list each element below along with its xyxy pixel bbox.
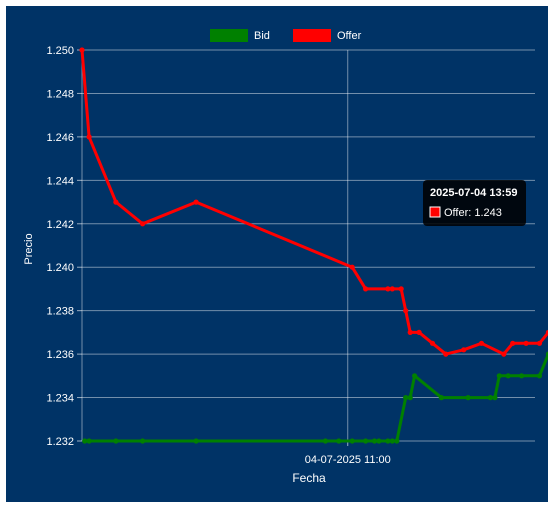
data-point-bid[interactable]	[193, 438, 199, 444]
series-bid	[82, 351, 553, 444]
data-point-bid[interactable]	[492, 395, 498, 401]
data-point-offer[interactable]	[385, 286, 391, 292]
data-point-bid[interactable]	[403, 395, 409, 401]
data-point-bid[interactable]	[407, 395, 413, 401]
data-point-bid[interactable]	[438, 395, 444, 401]
data-point-offer[interactable]	[416, 329, 422, 335]
data-point-offer[interactable]	[510, 340, 516, 346]
vertical-gridlines	[81, 50, 349, 441]
data-point-bid[interactable]	[394, 438, 400, 444]
data-point-bid[interactable]	[536, 373, 543, 379]
data-point-offer[interactable]	[523, 340, 529, 346]
data-point-bid[interactable]	[412, 373, 418, 379]
legend-label: Bid	[254, 30, 270, 42]
data-point-bid[interactable]	[496, 373, 502, 379]
y-tick-label: 1.242	[46, 219, 74, 231]
data-point-offer[interactable]	[140, 221, 146, 227]
x-axis-label: Fecha	[292, 471, 326, 485]
data-point-offer[interactable]	[398, 286, 404, 292]
legend[interactable]: Bid Offer	[210, 29, 362, 42]
data-point-bid[interactable]	[385, 438, 391, 444]
legend-item-bid[interactable]: Bid	[210, 29, 270, 42]
data-point-offer[interactable]	[478, 340, 485, 346]
legend-swatch	[210, 29, 248, 42]
data-point-offer[interactable]	[389, 286, 395, 292]
y-tick-label: 1.232	[46, 436, 74, 448]
data-point-offer[interactable]	[461, 347, 467, 353]
data-point-offer[interactable]	[86, 134, 92, 140]
legend-label: Offer	[337, 30, 362, 42]
data-point-bid[interactable]	[505, 373, 511, 379]
data-point-offer[interactable]	[113, 199, 119, 205]
y-tick-label: 1.234	[46, 393, 74, 405]
chart-panel: 1.232 1.234 1.236 1.238 1.240 1.242 1.244 1.246…	[6, 6, 553, 502]
data-point-bid[interactable]	[363, 438, 369, 444]
data-point-offer[interactable]	[363, 286, 369, 292]
y-tick-label: 1.244	[46, 175, 74, 187]
y-tick-label: 1.238	[46, 306, 74, 318]
series-layer	[79, 47, 553, 444]
horizontal-gridlines	[82, 49, 535, 442]
data-point-offer[interactable]	[536, 340, 543, 346]
data-point-offer[interactable]	[79, 47, 85, 53]
legend-swatch	[293, 29, 331, 42]
data-point-bid[interactable]	[140, 438, 146, 444]
y-axis-label: Precio	[23, 233, 35, 264]
price-line-chart: 1.232 1.234 1.236 1.238 1.240 1.242 1.244 1.246…	[23, 29, 553, 485]
y-axis-ticks: 1.232 1.234 1.236 1.238 1.240 1.242 1.244 1.246…	[46, 45, 82, 448]
x-axis-ticks: 04-07-2025 11:0004-07-2025 12:0004-07-20…	[305, 441, 391, 466]
y-tick-label: 1.240	[46, 262, 74, 274]
data-point-offer[interactable]	[501, 351, 507, 357]
data-point-bid[interactable]	[465, 395, 471, 401]
data-point-bid[interactable]	[322, 438, 328, 444]
data-point-offer[interactable]	[429, 340, 436, 346]
x-tick-label: 04-07-2025 11:00	[305, 454, 391, 466]
data-point-bid[interactable]	[336, 438, 342, 444]
data-point-bid[interactable]	[376, 438, 382, 444]
data-point-bid[interactable]	[389, 438, 395, 444]
data-point-bid[interactable]	[82, 438, 88, 444]
tooltip-value: Offer: 1.243	[444, 207, 502, 219]
tooltip: 2025-07-04 13:59 Offer: 1.243	[423, 180, 526, 226]
data-point-bid[interactable]	[371, 438, 378, 444]
tooltip-title: 2025-07-04 13:59	[430, 187, 517, 199]
data-point-offer[interactable]	[349, 264, 355, 270]
data-point-bid[interactable]	[519, 373, 525, 379]
legend-item-offer[interactable]: Offer	[293, 29, 362, 42]
series-offer	[79, 47, 553, 357]
y-tick-label: 1.246	[46, 132, 74, 144]
tooltip-box	[423, 180, 526, 226]
data-point-bid[interactable]	[349, 438, 355, 444]
y-tick-label: 1.250	[46, 45, 74, 57]
data-point-offer[interactable]	[403, 308, 409, 314]
data-point-bid[interactable]	[86, 438, 92, 444]
y-tick-label: 1.248	[46, 88, 74, 100]
tooltip-color-swatch	[429, 206, 441, 218]
data-point-offer[interactable]	[407, 329, 413, 335]
data-point-bid[interactable]	[113, 438, 119, 444]
data-point-offer[interactable]	[193, 199, 199, 205]
data-point-bid[interactable]	[487, 395, 493, 401]
y-tick-label: 1.236	[46, 349, 74, 361]
data-point-offer[interactable]	[443, 351, 449, 357]
